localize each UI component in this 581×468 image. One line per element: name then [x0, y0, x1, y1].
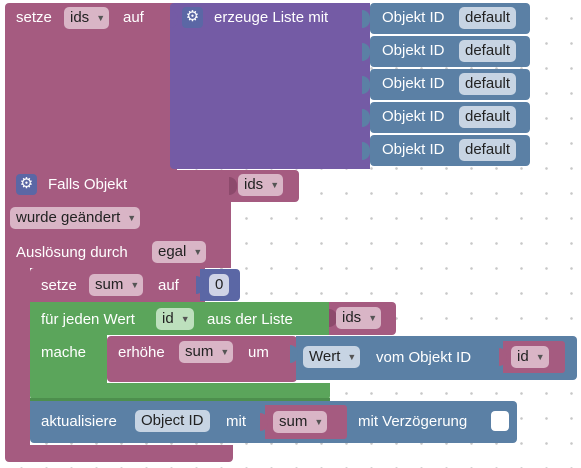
increment-variable-dropdown[interactable]: sum ▼ [179, 341, 234, 363]
get-value-of-object-label: vom Objekt ID [376, 349, 472, 366]
gear-icon[interactable]: ⚙ [16, 174, 37, 195]
trigger-spine [5, 262, 30, 452]
object-id-connector [362, 109, 370, 127]
trigger-object-dropdown[interactable]: ids ▼ [238, 174, 284, 196]
trigger-object-text: ids [244, 176, 264, 193]
set-ids-auf-label: auf [123, 9, 144, 26]
number-connector [196, 276, 204, 294]
object-id-connector [362, 142, 370, 160]
dropdown-arrow-icon: ▼ [347, 352, 357, 362]
object-id-value[interactable]: default [459, 7, 517, 29]
increment-um-label: um [248, 344, 269, 361]
trigger-by-dropdown[interactable]: egal ▼ [152, 241, 207, 263]
object-var-connector [499, 348, 507, 366]
update-mit-label: mit [226, 413, 246, 430]
create-list-label: erzeuge Liste mit [214, 9, 329, 26]
foreach-variable-dropdown[interactable]: id ▼ [156, 308, 194, 330]
trigger-footer [5, 445, 233, 462]
foreach-label-suffix: aus der Liste [207, 311, 293, 328]
dropdown-arrow-icon: ▼ [96, 13, 106, 23]
set-ids-variable-dropdown[interactable]: ids ▼ [64, 7, 110, 29]
set-ids-setze-label: setze [16, 9, 52, 26]
dropdown-arrow-icon: ▼ [220, 347, 230, 357]
set-ids-variable-text: ids [70, 9, 90, 26]
object-id-connector [362, 10, 370, 28]
increment-label: erhöhe [118, 344, 165, 361]
get-value-connector [290, 345, 298, 363]
object-id-label: Objekt ID [382, 141, 445, 158]
object-id-label: Objekt ID [382, 108, 445, 125]
update-label: aktualisiere [41, 413, 117, 430]
object-id-value[interactable]: default [459, 139, 517, 161]
foreach-list-text: ids [342, 309, 362, 326]
object-id-label: Objekt ID [382, 75, 445, 92]
object-id-connector [362, 76, 370, 94]
object-id-label: Objekt ID [382, 42, 445, 59]
dropdown-arrow-icon: ▼ [368, 313, 378, 323]
set-sum-setze-label: setze [41, 277, 77, 294]
foreach-footer [30, 383, 330, 400]
create-list-block[interactable] [170, 3, 370, 169]
trigger-by-label: Auslösung durch [16, 244, 128, 261]
update-variable-dropdown[interactable]: sum ▼ [273, 411, 328, 433]
set-sum-variable-dropdown[interactable]: sum ▼ [89, 274, 144, 296]
set-sum-auf-label: auf [158, 277, 179, 294]
foreach-bottom-strip [30, 398, 330, 401]
foreach-do-label: mache [41, 344, 87, 361]
object-id-value[interactable]: default [459, 73, 517, 95]
object-var-text: id [517, 348, 529, 365]
update-delay-checkbox[interactable] [491, 411, 509, 431]
foreach-label-prefix: für jeden Wert [41, 311, 135, 328]
create-list-connector [170, 10, 178, 28]
update-variable-text: sum [279, 413, 308, 430]
object-var-dropdown[interactable]: id ▼ [511, 346, 549, 368]
number-value[interactable]: 0 [209, 274, 230, 296]
update-variable-connector [260, 413, 268, 431]
foreach-list-dropdown[interactable]: ids ▼ [336, 307, 382, 329]
dropdown-arrow-icon: ▼ [130, 280, 140, 290]
trigger-object-connector [229, 177, 237, 195]
trigger-condition-text: wurde geändert [16, 209, 121, 226]
foreach-variable-text: id [162, 310, 174, 327]
trigger-by-text: egal [158, 243, 187, 260]
object-id-connector [362, 43, 370, 61]
dropdown-arrow-icon: ▼ [270, 180, 280, 190]
set-ids-block[interactable] [5, 3, 177, 170]
object-id-value[interactable]: default [459, 106, 517, 128]
foreach-list-connector [329, 309, 337, 327]
trigger-label: Falls Objekt [48, 176, 128, 193]
increment-variable-text: sum [185, 343, 214, 360]
get-value-field-dropdown[interactable]: Wert ▼ [303, 346, 361, 368]
gear-icon[interactable]: ⚙ [182, 7, 203, 28]
dropdown-arrow-icon: ▼ [180, 314, 190, 324]
update-delay-label: mit Verzögerung [358, 413, 468, 430]
trigger-condition-dropdown[interactable]: wurde geändert ▼ [10, 207, 141, 229]
dropdown-arrow-icon: ▼ [127, 213, 137, 223]
dropdown-arrow-icon: ▼ [193, 247, 203, 257]
object-id-label: Objekt ID [382, 9, 445, 26]
dropdown-arrow-icon: ▼ [535, 352, 545, 362]
dropdown-arrow-icon: ▼ [314, 417, 324, 427]
get-value-field-text: Wert [309, 348, 341, 365]
object-id-value[interactable]: default [459, 40, 517, 62]
update-object-field[interactable]: Object ID [135, 410, 210, 432]
foreach-body-left [30, 335, 107, 383]
set-sum-variable-text: sum [95, 276, 124, 293]
